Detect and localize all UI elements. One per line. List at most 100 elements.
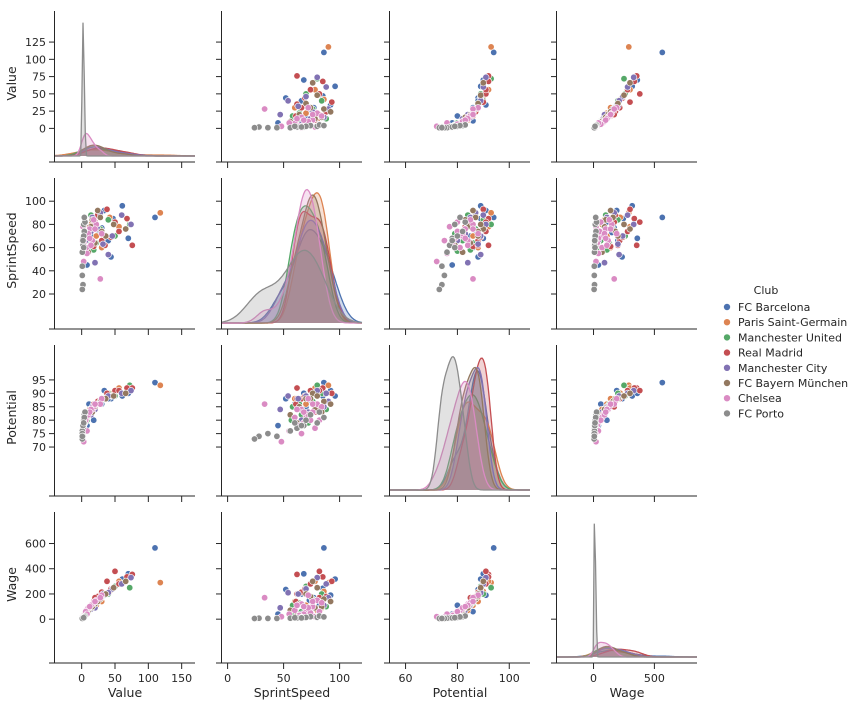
point-fc-porto bbox=[453, 232, 461, 240]
panel-sprintspeed-vs-value: 20 40 60 80 100 bbox=[25, 178, 195, 335]
point-fc-porto bbox=[459, 227, 467, 235]
point-manchester-city bbox=[322, 83, 330, 91]
point-chelsea bbox=[309, 400, 317, 408]
point-real-madrid bbox=[123, 215, 131, 223]
point-manchester-city bbox=[118, 211, 126, 219]
point-real-madrid bbox=[636, 218, 644, 226]
kde-area-chelsea bbox=[390, 381, 530, 490]
legend-label: FC Bayern München bbox=[738, 377, 848, 390]
point-chelsea bbox=[293, 405, 301, 413]
legend: Club FC Barcelona Paris Saint-Germain Manch… bbox=[723, 284, 848, 420]
point-fc-barcelona bbox=[300, 76, 308, 84]
point-fc-porto bbox=[251, 124, 259, 132]
point-fc-porto bbox=[590, 432, 598, 440]
panel-value-vs-wage bbox=[551, 11, 697, 168]
point-fc-barcelona bbox=[448, 261, 456, 269]
point-real-madrid bbox=[103, 205, 111, 213]
point-real-madrid bbox=[293, 72, 301, 80]
point-chelsea bbox=[469, 275, 477, 283]
point-chelsea bbox=[86, 603, 94, 611]
y-tick-label: 70 bbox=[32, 441, 46, 454]
legend-entry-chelsea: Chelsea bbox=[723, 392, 782, 405]
point-paris-saint-germain bbox=[487, 43, 495, 51]
point-chelsea bbox=[293, 115, 301, 123]
point-real-madrid bbox=[128, 241, 136, 249]
point-manchester-city bbox=[127, 574, 135, 582]
x-axis-label-sprintspeed: SprintSpeed bbox=[254, 685, 331, 700]
point-fc-porto bbox=[313, 419, 321, 427]
point-fc-porto bbox=[297, 614, 305, 622]
point-real-madrid bbox=[319, 77, 327, 85]
point-chelsea bbox=[607, 225, 615, 233]
kde-line-fc-porto bbox=[390, 355, 530, 491]
point-manchester-city bbox=[284, 589, 292, 597]
point-fc-bayern-m-nchen bbox=[327, 597, 335, 605]
panel-sprintspeed-vs-sprintspeed bbox=[216, 178, 363, 335]
legend-label: Chelsea bbox=[738, 392, 782, 405]
panel-potential-vs-sprintspeed bbox=[216, 345, 362, 502]
point-chelsea bbox=[605, 216, 613, 224]
point-chelsea bbox=[277, 438, 285, 446]
point-chelsea bbox=[461, 234, 469, 242]
point-paris-saint-germain bbox=[625, 43, 633, 51]
point-manchester-city bbox=[284, 97, 292, 105]
legend-title: Club bbox=[754, 284, 779, 297]
point-real-madrid bbox=[479, 205, 487, 213]
point-fc-porto bbox=[590, 262, 598, 270]
point-chelsea bbox=[461, 603, 469, 611]
point-chelsea bbox=[610, 275, 618, 283]
x-axis-labels: Value SprintSpeed Potential Wage bbox=[108, 685, 645, 700]
point-fc-porto bbox=[438, 124, 446, 132]
point-fc-porto bbox=[590, 271, 598, 279]
y-tick-label: 400 bbox=[25, 563, 46, 576]
kde-area-fc-porto bbox=[390, 356, 530, 490]
point-fc-porto bbox=[451, 244, 459, 252]
point-fc-porto bbox=[78, 432, 86, 440]
point-chelsea bbox=[91, 400, 99, 408]
point-fc-porto bbox=[435, 285, 443, 293]
legend-marker bbox=[723, 333, 731, 342]
panel-value-vs-sprintspeed bbox=[216, 11, 362, 168]
point-manchester-united bbox=[104, 216, 112, 224]
point-chelsea bbox=[96, 275, 104, 283]
point-fc-bayern-m-nchen bbox=[320, 105, 328, 113]
point-fc-porto bbox=[291, 614, 299, 622]
point-fc-barcelona bbox=[633, 234, 641, 242]
point-paris-saint-germain bbox=[487, 209, 495, 217]
point-fc-porto bbox=[78, 262, 86, 270]
kde-line-fc-porto bbox=[557, 523, 697, 658]
point-chelsea bbox=[318, 112, 326, 120]
point-fc-barcelona bbox=[274, 422, 282, 430]
point-manchester-city bbox=[284, 392, 292, 400]
point-fc-porto bbox=[461, 218, 469, 226]
point-manchester-city bbox=[630, 73, 638, 81]
y-tick-label: 90 bbox=[32, 387, 46, 400]
point-chelsea bbox=[469, 111, 477, 119]
point-manchester-city bbox=[630, 220, 638, 228]
y-tick-label: 600 bbox=[25, 538, 46, 551]
kde-line-fc-porto bbox=[55, 22, 195, 157]
kde-line-chelsea bbox=[222, 188, 362, 324]
y-tick-label: 80 bbox=[32, 414, 46, 427]
point-fc-porto bbox=[291, 122, 299, 130]
point-fc-bayern-m-nchen bbox=[327, 400, 335, 408]
point-real-madrid bbox=[633, 241, 641, 249]
point-fc-barcelona bbox=[300, 570, 308, 578]
y-tick-label: 40 bbox=[32, 265, 46, 278]
point-fc-barcelona bbox=[151, 544, 159, 552]
legend-entry-fc-porto: FC Porto bbox=[723, 407, 784, 420]
panel-potential-vs-potential bbox=[384, 345, 530, 502]
point-fc-bayern-m-nchen bbox=[626, 389, 634, 397]
point-chelsea bbox=[602, 408, 610, 416]
y-tick-label: 100 bbox=[25, 53, 46, 66]
panel-sprintspeed-vs-wage bbox=[551, 178, 697, 335]
point-fc-bayern-m-nchen bbox=[607, 207, 615, 215]
y-tick-label: 25 bbox=[32, 105, 46, 118]
point-fc-porto bbox=[590, 285, 598, 293]
x-tick-label: 0 bbox=[224, 672, 231, 685]
x-axis-label-potential: Potential bbox=[433, 685, 488, 700]
x-tick-label: 60 bbox=[399, 672, 413, 685]
x-tick-label: 500 bbox=[644, 672, 665, 685]
y-axis-labels: Value SprintSpeed Potential Wage bbox=[4, 66, 19, 602]
panel-sprintspeed-vs-potential bbox=[384, 178, 530, 335]
